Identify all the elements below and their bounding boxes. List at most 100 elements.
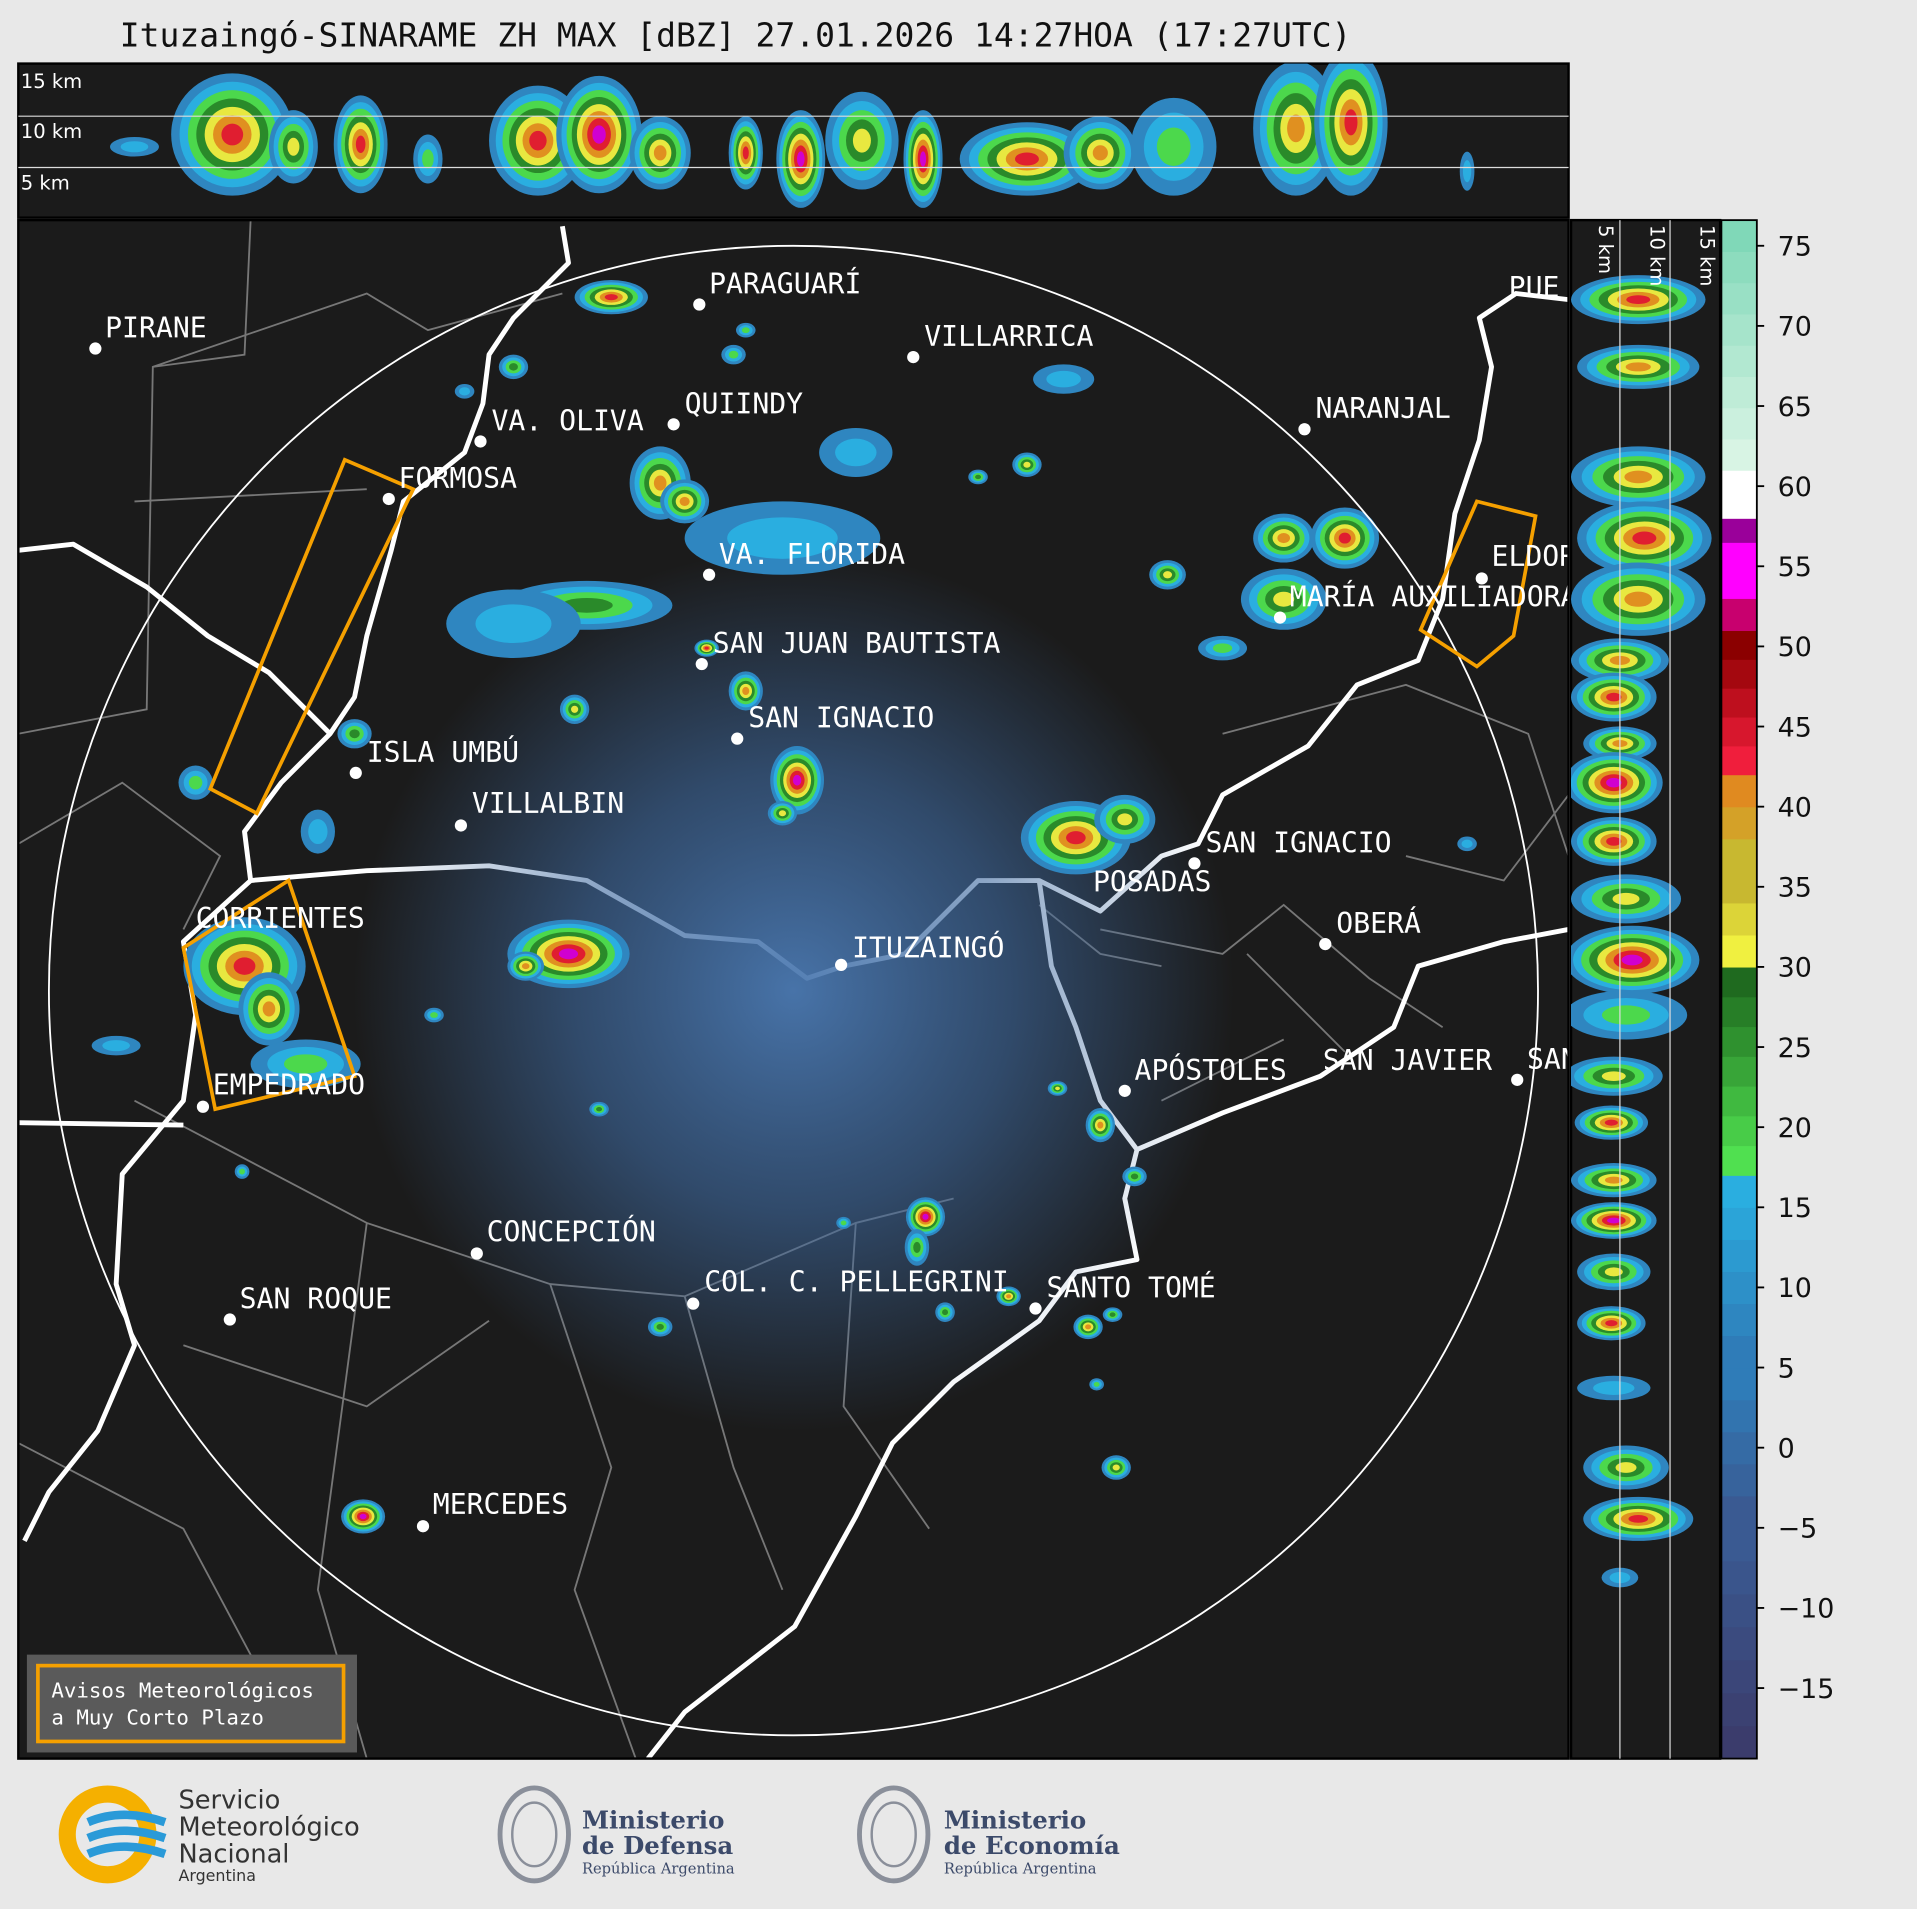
colorbar-swatch (1721, 1239, 1757, 1273)
colorbar-swatch (1721, 566, 1757, 599)
place-label: FORMOSA (399, 462, 518, 495)
colorbar-tick-label: 75 (1778, 232, 1812, 263)
logo-defensa: Ministerio de Defensa República Argentin… (497, 1785, 735, 1884)
place-dot (89, 342, 102, 355)
colorbar-swatch (1721, 1495, 1757, 1529)
colorbar-swatch (1721, 902, 1757, 936)
colorbar-tick-label: 50 (1778, 632, 1812, 663)
legend-text: Avisos Meteorológicos (51, 1678, 314, 1702)
echo (529, 130, 547, 151)
echo (221, 123, 244, 146)
place-label: APÓSTOLES (1135, 1053, 1287, 1087)
place-dot (1118, 1084, 1131, 1097)
colorbar-tick-label: −5 (1778, 1514, 1818, 1545)
echo (355, 135, 366, 154)
colorbar-swatch (1721, 1115, 1757, 1147)
echo (922, 1213, 929, 1220)
logo-text: República Argentina (582, 1861, 735, 1878)
echo (459, 387, 471, 396)
place-label: SAN ROQUE (240, 1283, 392, 1316)
echo (1628, 1514, 1649, 1523)
echo (1626, 295, 1651, 304)
ground-clutter (353, 550, 1234, 1431)
echo (1109, 1312, 1116, 1317)
echo (942, 1309, 949, 1316)
height-label: 15 km (1696, 225, 1719, 286)
place-dot (382, 492, 395, 506)
place-dot (454, 819, 468, 832)
echo (1014, 152, 1039, 166)
colorbar-swatch (1721, 542, 1757, 567)
place-label: NARANJAL (1315, 392, 1450, 425)
echo (1606, 777, 1622, 788)
logo-economia: Ministerio de Economía República Argenti… (857, 1785, 1120, 1884)
place-dot (349, 766, 362, 780)
echo (704, 646, 709, 650)
place-label: SAN IGNACIO (1205, 826, 1391, 859)
echo (359, 1513, 367, 1520)
colorbar-swatch (1721, 598, 1757, 631)
colorbar-swatch (1721, 745, 1757, 776)
colorbar-swatch (1721, 220, 1757, 252)
echo (475, 604, 552, 644)
place-label: PIRANE (105, 312, 207, 345)
echo (1606, 837, 1622, 846)
echo (975, 474, 982, 480)
echo (919, 151, 927, 167)
place-label: EMPEDRADO (213, 1069, 365, 1102)
side-panel: 5 km 10 km 15 km (1569, 218, 1722, 1760)
colorbar-swatch (1721, 345, 1757, 377)
echo (1092, 145, 1108, 161)
colorbar-tick-label: 10 (1778, 1273, 1812, 1304)
range-ring (47, 244, 1539, 1737)
echo (102, 1040, 130, 1052)
colorbar-swatch (1721, 838, 1757, 872)
echo (1461, 839, 1473, 848)
colorbar-swatch (1721, 630, 1757, 660)
echo (1273, 591, 1295, 607)
colorbar-swatch (1721, 996, 1757, 1028)
map-frame (17, 218, 1570, 1760)
colorbar-swatch (1721, 1303, 1757, 1337)
echo (596, 1106, 603, 1112)
echo (727, 517, 838, 559)
echo (1632, 531, 1657, 545)
echo (521, 963, 530, 970)
echo (1344, 109, 1358, 136)
echo (120, 141, 149, 153)
colorbar-swatch (1721, 1593, 1757, 1628)
colorbar-swatch (1721, 966, 1757, 998)
echo (283, 1054, 328, 1074)
echo (1130, 1173, 1139, 1180)
echo (1156, 127, 1191, 167)
colorbar-tick-label: 60 (1778, 472, 1812, 503)
colorbar-tick-label: 45 (1778, 712, 1812, 743)
legend-text: a Muy Corto Plazo (51, 1705, 264, 1729)
place-label: SAN JUAN BAUTISTA (713, 627, 1001, 660)
echo (604, 294, 618, 301)
colorbar-swatch (1721, 1056, 1757, 1087)
colorbar-tick-label: 20 (1778, 1113, 1812, 1144)
colorbar-swatch (1721, 806, 1757, 840)
echo (778, 810, 787, 817)
colorbar-swatch (1721, 1692, 1757, 1727)
place-label: MERCEDES (433, 1488, 568, 1521)
logo-text: Nacional (178, 1840, 289, 1870)
echo (1615, 1462, 1637, 1473)
echo (656, 1323, 664, 1330)
place-dot (1511, 1073, 1524, 1086)
colorbar-swatch (1721, 407, 1757, 440)
colorbar-swatch (1721, 313, 1757, 346)
colorbar-tick-label: 35 (1778, 873, 1812, 904)
place-label: SANTO TOMÉ (1047, 1271, 1216, 1305)
place-dot (731, 732, 744, 745)
logo-text: Ministerio (582, 1805, 724, 1834)
colorbar-swatch (1721, 1463, 1757, 1497)
logo-text: Servicio (178, 1786, 280, 1816)
echo (1624, 591, 1653, 607)
place-label: ELDORADO (1492, 540, 1627, 573)
place-label: ISLA UMBÚ (367, 735, 519, 769)
colorbar-tick-label: 25 (1778, 1033, 1812, 1064)
place-label: VA. FLORIDA (719, 538, 905, 571)
